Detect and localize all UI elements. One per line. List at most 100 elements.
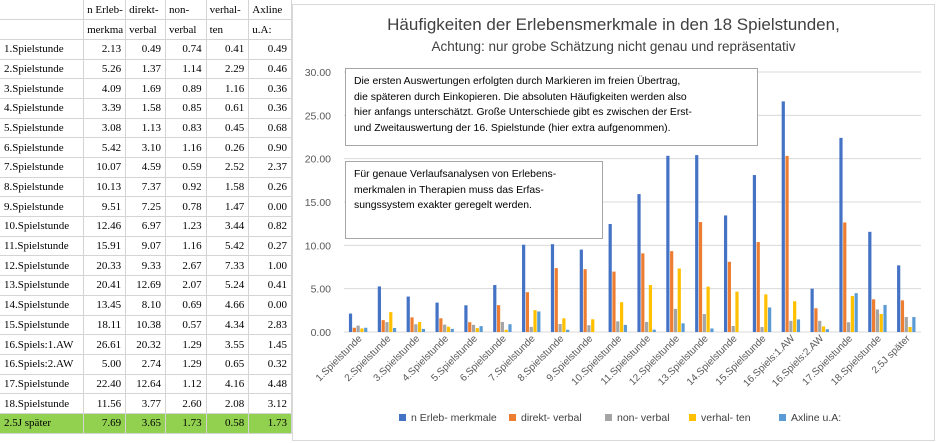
y-tick-label: 25.00: [305, 110, 331, 122]
table-row: 2.5J später 7.69 3.65 1.73 0.58 1.73: [0, 413, 292, 434]
table-cell: 6.97: [125, 216, 166, 237]
legend-swatch: [689, 414, 696, 421]
x-category-label: 12.Spielstunde: [627, 333, 682, 388]
x-category-label: 15.Spielstunde: [714, 333, 769, 388]
data-table: n Erleb-direkt-non-verhal- Axline merkma ve…: [0, 0, 292, 434]
bar: [648, 285, 653, 332]
bar: [443, 324, 447, 332]
table-cell: 12.69: [125, 275, 166, 296]
table-cell: 11.56: [83, 393, 127, 414]
bar: [439, 318, 443, 332]
bar: [768, 307, 772, 332]
annotation-line: Die ersten Auswertungen erfolgten durch …: [354, 76, 681, 87]
chart-legend: n Erleb- merkmale direkt- verbal non- verb…: [399, 412, 869, 430]
bar: [912, 317, 916, 332]
table-cell: 10.38: [125, 315, 166, 336]
bar: [673, 308, 678, 332]
chart-title: Häufigkeiten der Erlebensmerkmale in den…: [387, 15, 840, 34]
table-cell: 2.60: [165, 393, 207, 414]
bar: [846, 322, 851, 332]
column-header: [0, 19, 85, 40]
table-row: 16.Spiels:1.AW 26.61 20.32 1.29 3.55 1.45: [0, 334, 292, 355]
table-cell: 0.41: [248, 275, 292, 296]
column-header: non-: [165, 0, 207, 21]
table-cell: 0.74: [165, 39, 207, 60]
table-cell: 1.58: [125, 98, 166, 119]
column-header: merkma: [83, 19, 127, 40]
table-cell: 2.37: [248, 157, 292, 178]
bar: [525, 292, 530, 332]
table-row: 13.Spielstunde 20.41 12.69 2.07 5.24 0.41: [0, 275, 292, 296]
table-cell: 10.13: [83, 177, 127, 198]
row-label: 14.Spielstunde: [0, 295, 85, 316]
table-cell: 1.12: [165, 374, 207, 395]
bar: [706, 286, 710, 332]
bar: [550, 244, 555, 332]
table-cell: 3.55: [206, 334, 250, 355]
bar-chart: 0.005.0010.0015.0020.0025.0030.001.Spiel…: [305, 67, 921, 389]
table-cell: 1.16: [165, 137, 207, 158]
table-cell: 0.59: [165, 157, 207, 178]
table-cell: 0.78: [165, 196, 207, 218]
table-cell: 3.12: [248, 393, 292, 414]
bar: [562, 318, 566, 332]
bar: [666, 155, 670, 332]
column-header: verhal-: [206, 0, 250, 21]
table-cell: 2.74: [125, 354, 166, 375]
table-cell: 0.27: [248, 236, 292, 257]
x-category-label: 11.Spielstunde: [599, 333, 653, 387]
annotation-box-2: Für genaue Verlaufsanalysen von Erlebens…: [345, 161, 603, 239]
table-cell: 9.33: [125, 255, 166, 277]
table-cell: 4.16: [206, 374, 250, 395]
bar: [587, 325, 591, 332]
legend-swatch: [509, 414, 516, 421]
table-cell: 1.29: [165, 334, 207, 355]
row-label: 16.Spiels:2.AW: [0, 354, 85, 375]
table-cell: 0.65: [206, 354, 250, 375]
bar: [377, 286, 381, 332]
bar: [500, 321, 504, 332]
table-cell: 3.39: [83, 98, 127, 119]
table-cell: 0.36: [248, 98, 292, 119]
row-label: 17.Spielstunde: [0, 374, 85, 395]
bar: [479, 326, 483, 332]
bar: [554, 268, 558, 332]
annotation-line: die späteren durch Einkopieren. Die abso…: [354, 91, 687, 103]
table-cell: 9.51: [83, 196, 127, 218]
bar: [385, 322, 389, 332]
annotation-line: sungssystem exakter geregelt werden.: [354, 200, 532, 211]
legend-label: direkt- verbal: [521, 412, 582, 424]
table-cell: 8.10: [125, 295, 166, 316]
bar: [537, 311, 541, 332]
bar: [796, 319, 801, 332]
bar: [522, 244, 526, 332]
bar: [727, 261, 731, 332]
table-row: 3.Spielstunde 4.09 1.69 0.89 1.16 0.36: [0, 78, 292, 99]
table-cell: 2.13: [83, 39, 127, 60]
table-cell: 5.42: [83, 137, 127, 158]
table-cell: 5.00: [83, 354, 127, 375]
column-header: [0, 0, 85, 21]
legend-item: non- verbal: [605, 412, 670, 424]
table-cell: 2.08: [206, 393, 250, 414]
y-tick-label: 0.00: [311, 327, 332, 339]
bar: [475, 328, 479, 332]
bar: [612, 271, 616, 332]
bar: [352, 327, 356, 332]
bar: [677, 268, 681, 332]
table-cell: 0.58: [206, 413, 250, 434]
legend-item: direkt- verbal: [509, 412, 582, 424]
table-cell: 2.52: [206, 157, 250, 178]
table-row: 18.Spielstunde 11.56 3.77 2.60 2.08 3.12: [0, 393, 292, 414]
table-cell: 12.64: [125, 374, 166, 395]
row-label: 6.Spielstunde: [0, 137, 85, 158]
bar: [695, 155, 699, 332]
table-cell: 1.23: [165, 216, 207, 237]
column-header: direkt-: [125, 0, 166, 21]
table-cell: 22.40: [83, 374, 127, 395]
table-cell: 0.45: [206, 118, 250, 139]
bar: [493, 285, 497, 332]
table-cell: 1.47: [206, 196, 250, 218]
table-cell: 0.89: [165, 78, 207, 99]
table-cell: 7.25: [125, 196, 166, 218]
